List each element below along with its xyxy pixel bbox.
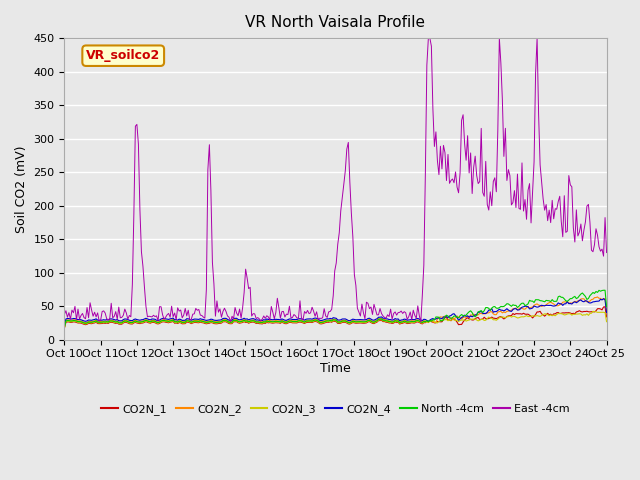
Legend: CO2N_1, CO2N_2, CO2N_3, CO2N_4, North -4cm, East -4cm: CO2N_1, CO2N_2, CO2N_3, CO2N_4, North -4… xyxy=(97,399,574,419)
Y-axis label: Soil CO2 (mV): Soil CO2 (mV) xyxy=(15,145,28,233)
Text: VR_soilco2: VR_soilco2 xyxy=(86,49,161,62)
Title: VR North Vaisala Profile: VR North Vaisala Profile xyxy=(246,15,426,30)
X-axis label: Time: Time xyxy=(320,362,351,375)
